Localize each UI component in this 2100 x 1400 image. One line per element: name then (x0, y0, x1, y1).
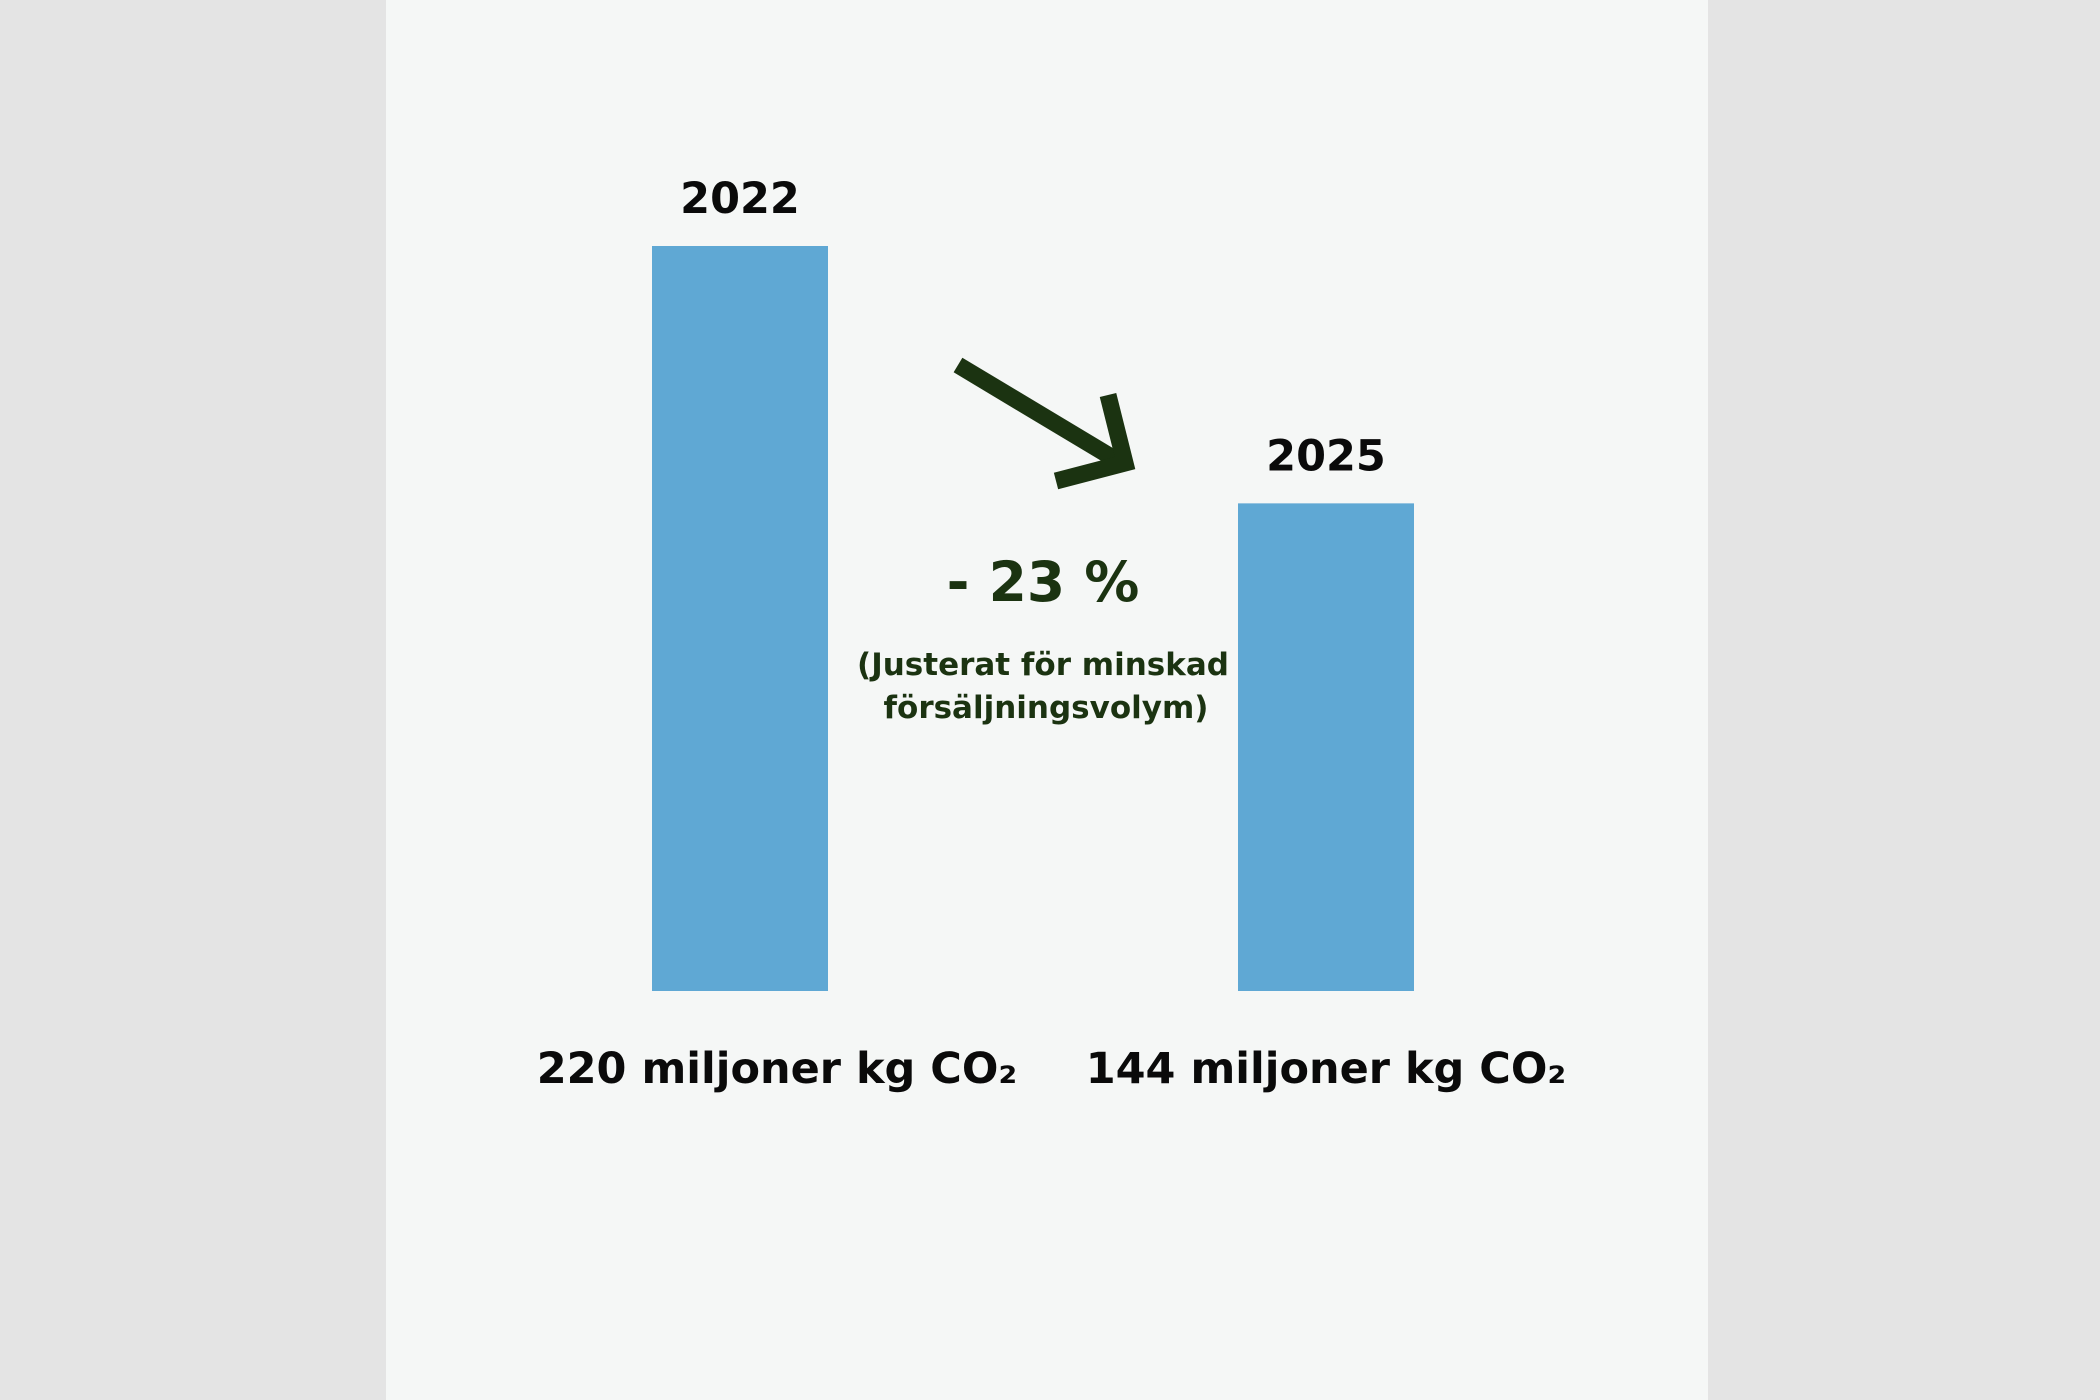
category-label-2022: 2022 (680, 174, 800, 224)
value-label-2022: 220 miljoner kg CO₂ (537, 1044, 1018, 1094)
adjustment-note-line-2: försäljningsvolym) (884, 690, 1209, 726)
bar-2022 (652, 246, 828, 991)
bar-2025 (1238, 503, 1414, 991)
adjustment-note-line-1: (Justerat för minskad (857, 647, 1229, 683)
category-label-2025: 2025 (1266, 431, 1386, 481)
arrow-down-right-icon (953, 357, 1136, 490)
value-label-2025: 144 miljoner kg CO₂ (1086, 1044, 1567, 1094)
percent-change-label: - 23 % (947, 550, 1140, 614)
chart-panel (386, 0, 1708, 1400)
